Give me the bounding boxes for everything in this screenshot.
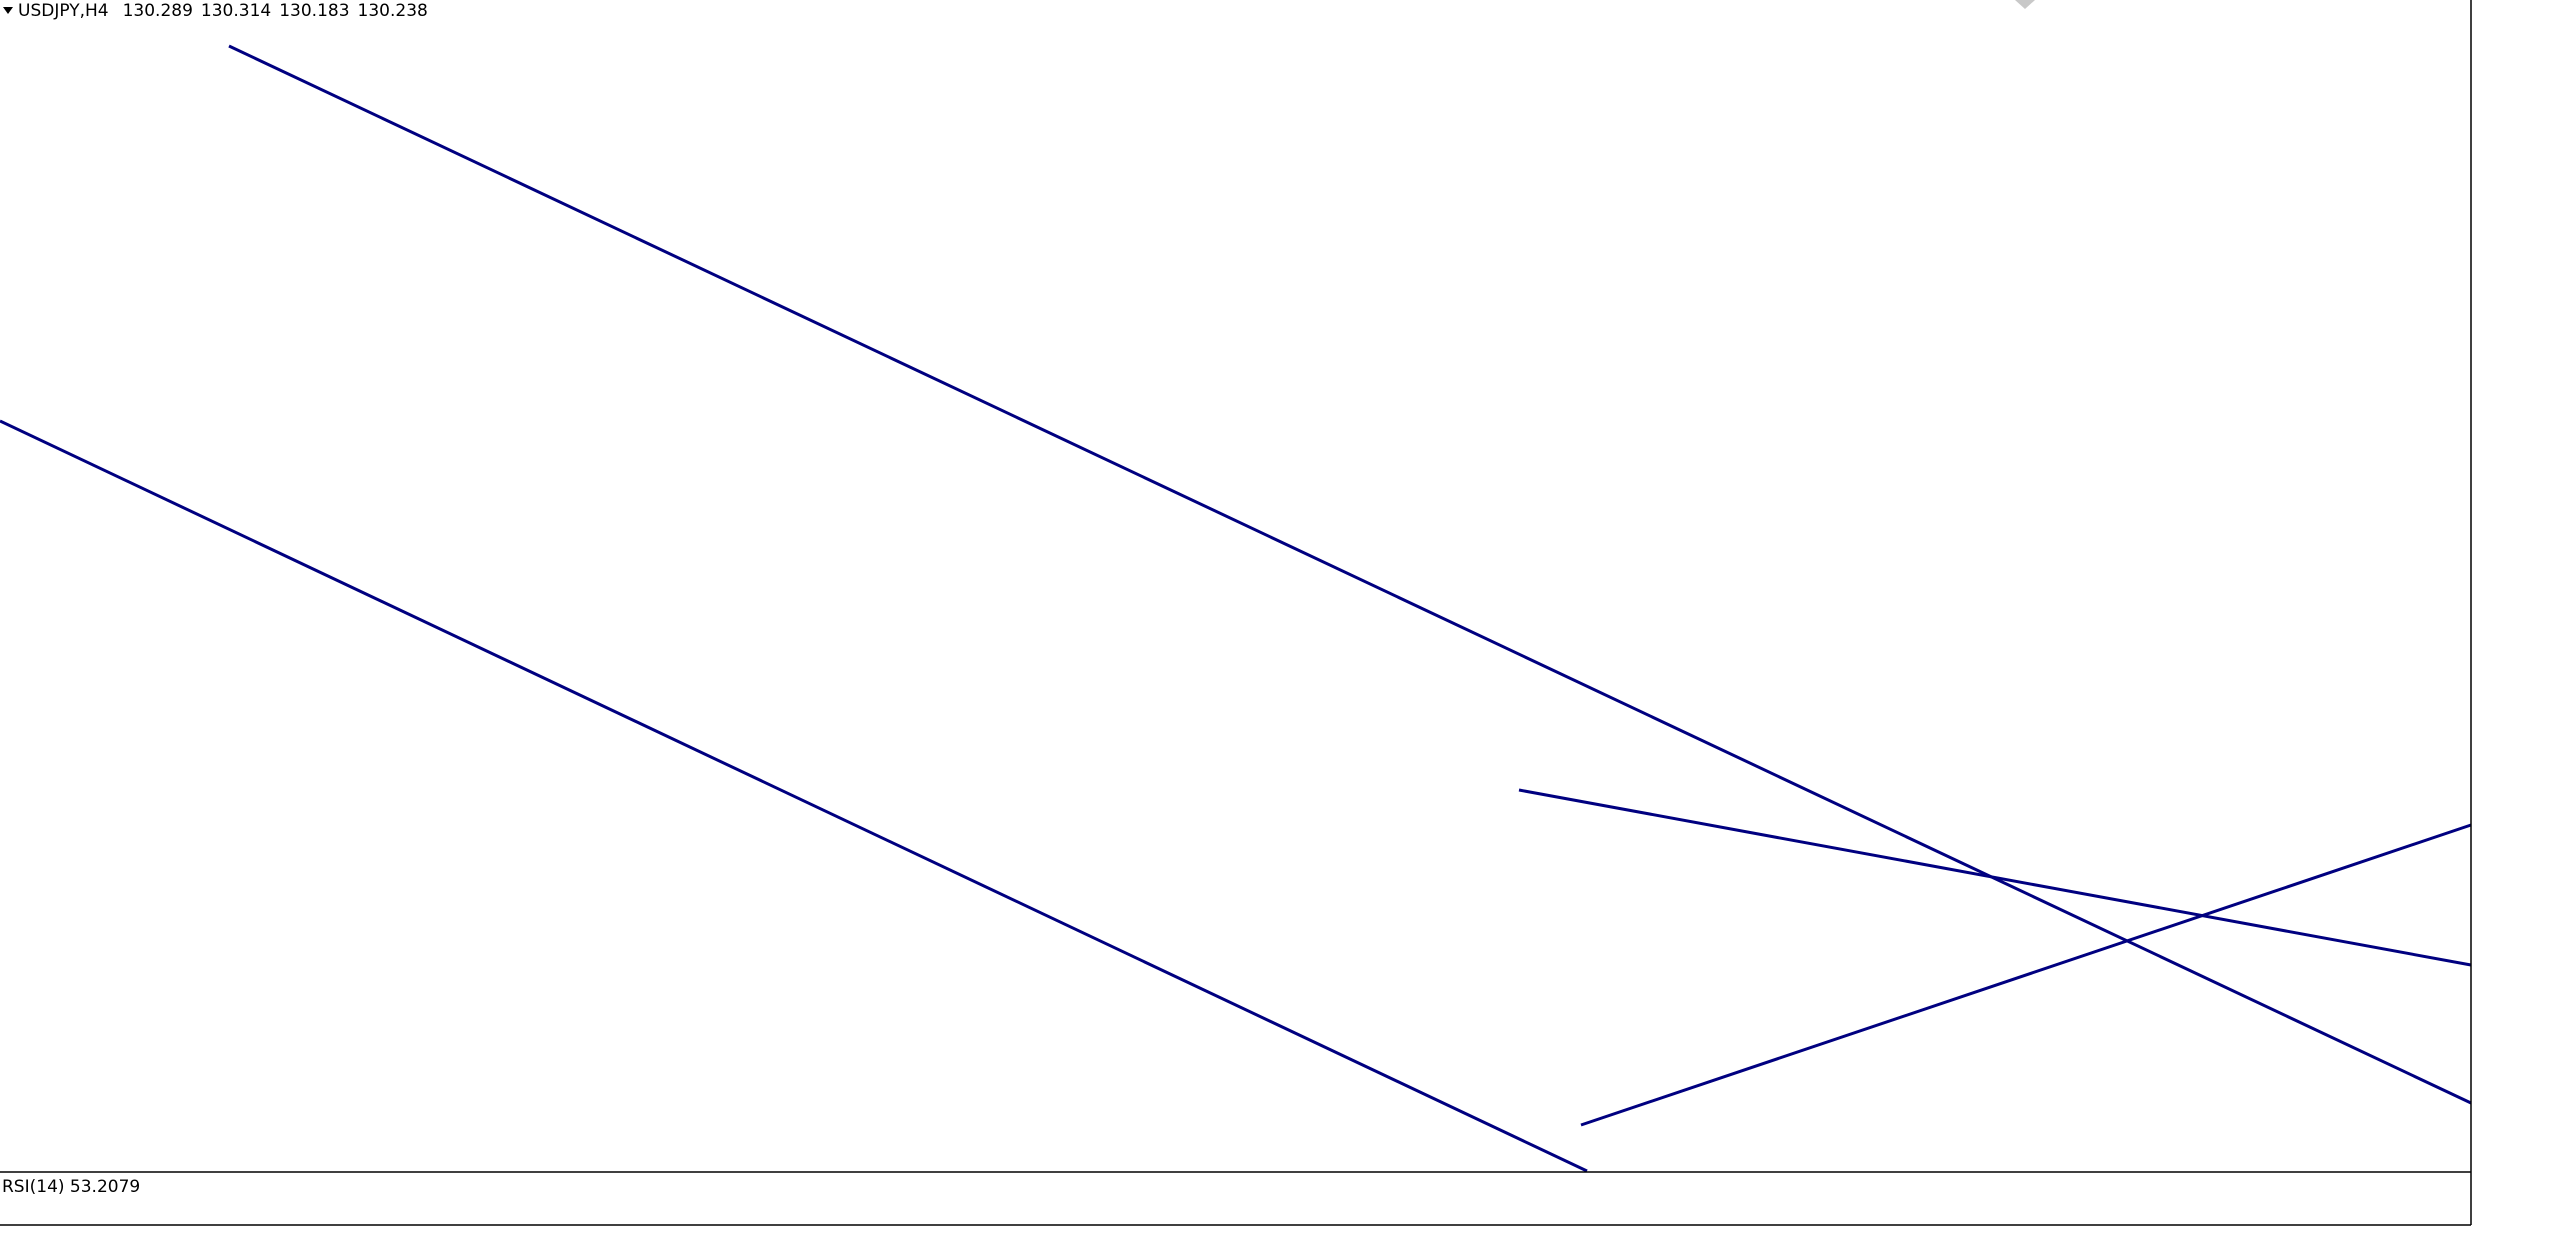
symbol: USDJPY,H4 [18, 1, 109, 21]
trendline [1580, 823, 2472, 1127]
header-open: 130.289 [123, 1, 193, 21]
header-low: 130.183 [279, 1, 349, 21]
trendline [228, 44, 2472, 1105]
trendline-layer [0, 44, 2472, 1173]
header-arrow [3, 7, 13, 14]
trendline [1518, 788, 2472, 967]
header: USDJPY,H4 130.289 130.314 130.183 130.238 [18, 1, 428, 21]
trendline [0, 419, 1588, 1173]
marker [2015, 0, 2035, 9]
rsi-title: RSI(14) 53.2079 [2, 1177, 140, 1197]
header-high: 130.314 [201, 1, 271, 21]
header-close: 130.238 [358, 1, 428, 21]
